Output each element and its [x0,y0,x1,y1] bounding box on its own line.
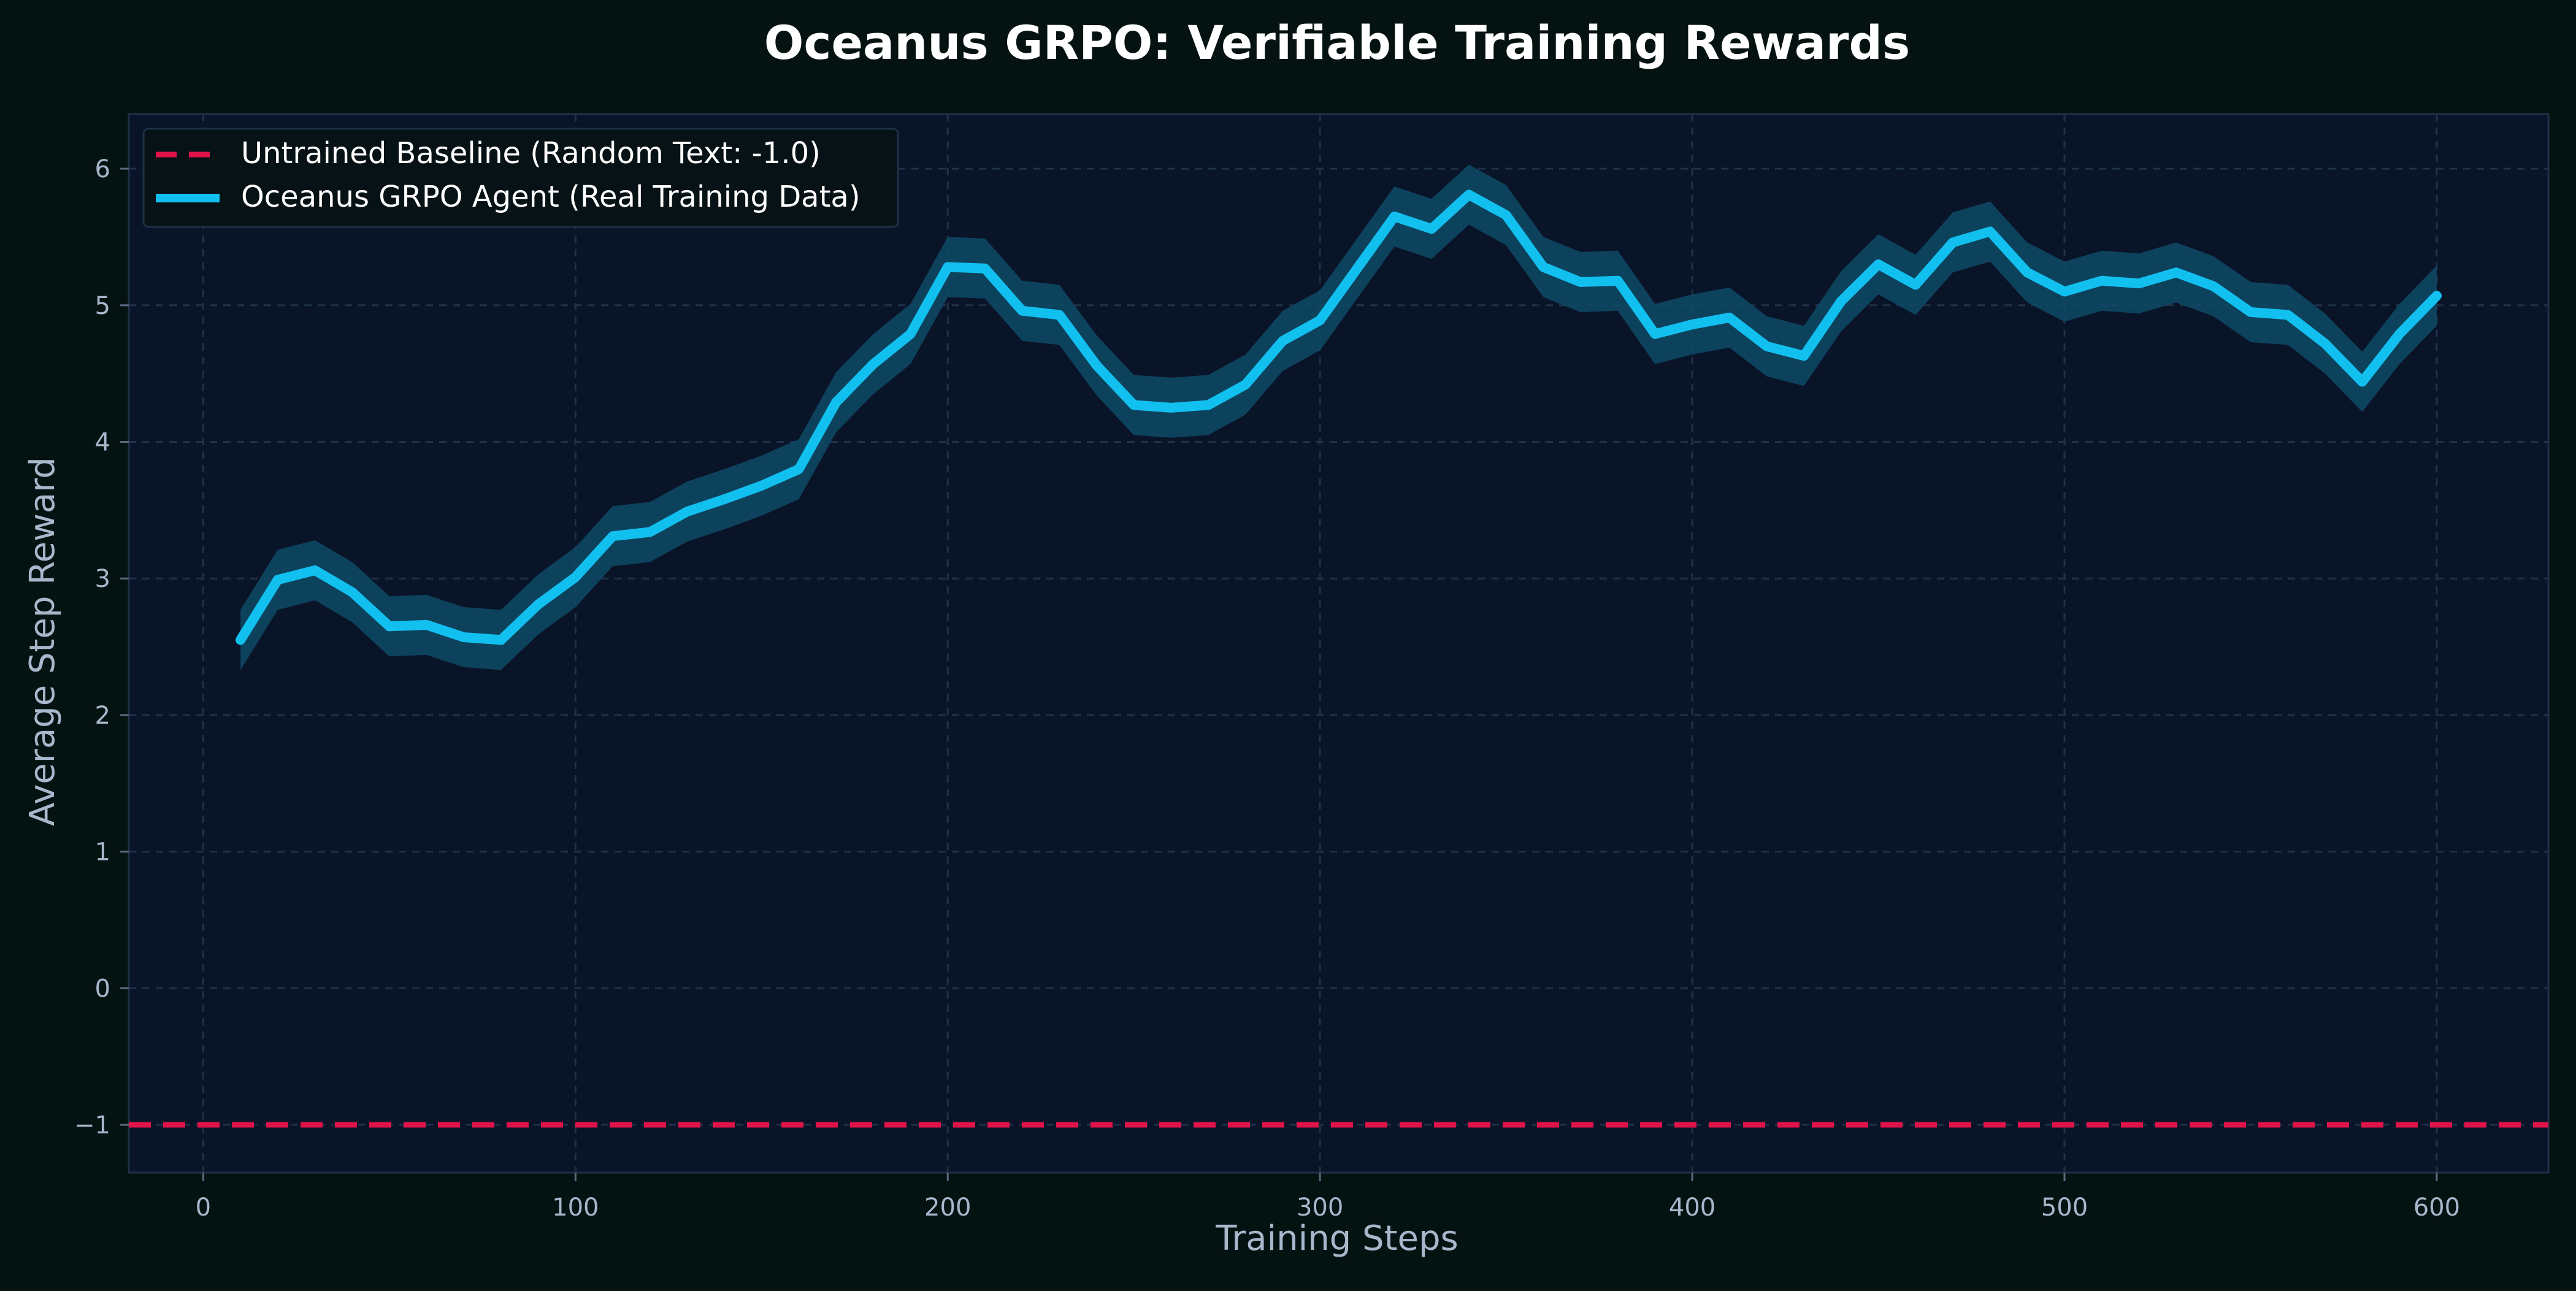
y-axis-label: Average Step Reward [23,457,63,826]
y-tick-label: −1 [74,1111,110,1140]
y-tick-label: 6 [95,155,110,183]
x-tick-label: 600 [2413,1193,2460,1222]
x-tick-label: 100 [552,1193,599,1222]
x-tick-label: 300 [1297,1193,1343,1222]
x-tick-label: 0 [196,1193,211,1222]
legend-label-baseline: Untrained Baseline (Random Text: -1.0) [241,136,821,170]
agent-reward-line [236,190,2442,645]
x-tick-label: 400 [1669,1193,1715,1222]
y-tick-label: 3 [95,565,110,593]
legend-label-agent: Oceanus GRPO Agent (Real Training Data) [241,180,861,214]
x-tick-label: 200 [924,1193,971,1222]
chart-title: Oceanus GRPO: Verifiable Training Reward… [764,15,1910,70]
confidence-band [240,164,2437,670]
y-tick-label: 1 [95,838,110,867]
y-tick-label: 5 [95,292,110,320]
y-tick-label: 4 [95,429,110,457]
x-tick-label: 500 [2041,1193,2088,1222]
axes: 0 100 200 300 400 500 600 −1 0 1 2 3 4 5 6 [74,155,2460,1222]
series-layer [129,190,2548,1128]
legend: Untrained Baseline (Random Text: -1.0) Oc… [142,128,899,228]
x-axis-label: Training Steps [1215,1219,1458,1258]
y-tick-label: 2 [95,702,110,730]
y-tick-label: 0 [95,975,110,1003]
confidence-band-layer [240,164,2437,670]
legend-box [142,128,899,228]
